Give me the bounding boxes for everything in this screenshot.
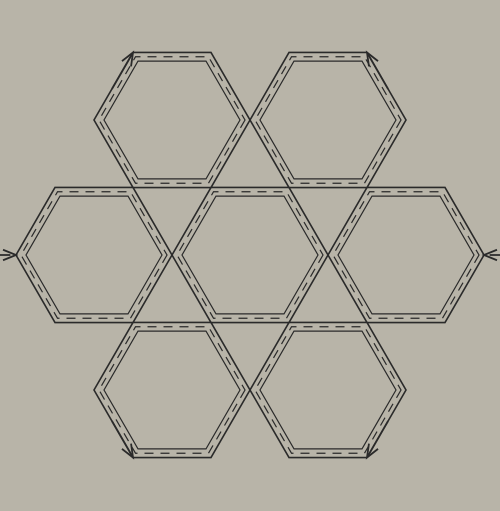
- diagram-background: [0, 0, 500, 511]
- honeycomb-diagram: [0, 0, 500, 511]
